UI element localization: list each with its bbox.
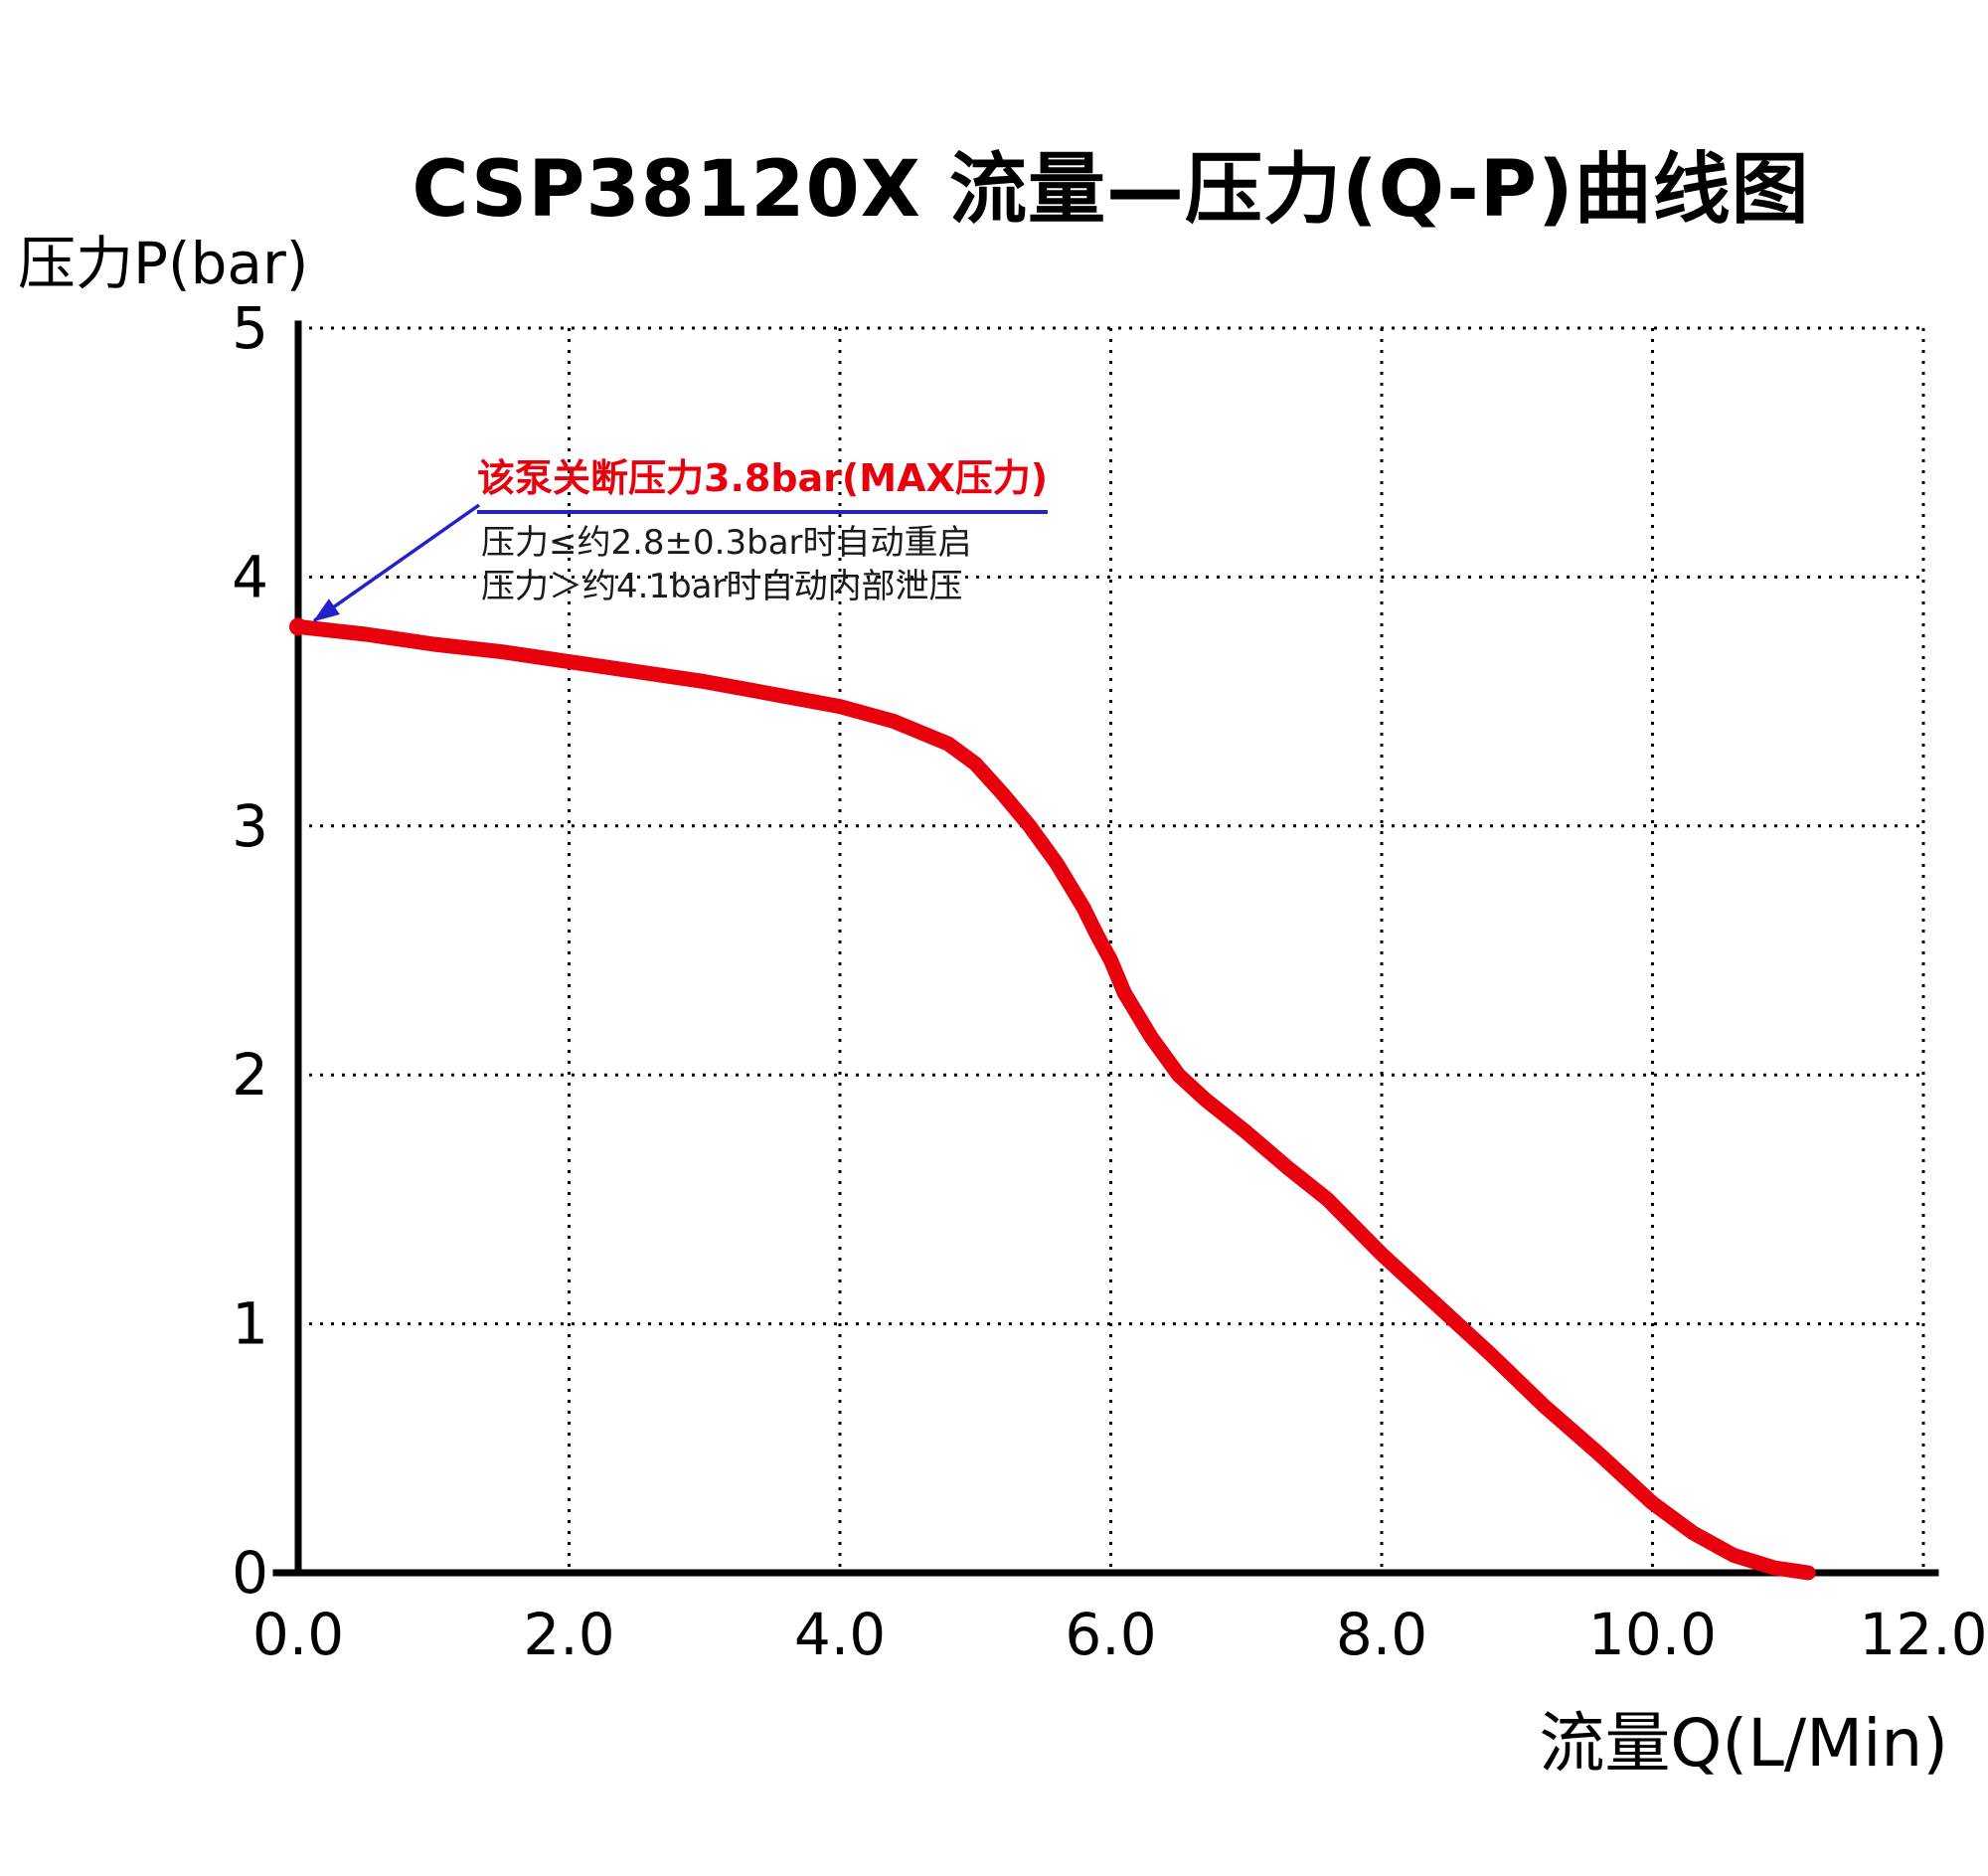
annotation-arrow	[312, 503, 481, 622]
svg-text:12.0: 12.0	[1859, 1601, 1987, 1668]
svg-text:6.0: 6.0	[1065, 1601, 1156, 1668]
svg-text:8.0: 8.0	[1336, 1601, 1427, 1668]
chart-title: CSP38120X 流量—压力(Q-P)曲线图	[412, 145, 1810, 235]
svg-text:5: 5	[232, 294, 268, 362]
y-tick-labels: 0 1 2 3 4 5	[232, 294, 268, 1607]
svg-text:2.0: 2.0	[523, 1601, 614, 1668]
axis-spines	[272, 320, 1939, 1577]
svg-text:0: 0	[232, 1539, 268, 1607]
y-axis-label: 压力P(bar)	[18, 230, 309, 297]
svg-text:4.0: 4.0	[794, 1601, 886, 1668]
svg-text:10.0: 10.0	[1588, 1601, 1717, 1668]
qp-curve	[290, 618, 1816, 1581]
svg-text:3: 3	[232, 792, 268, 860]
svg-text:1: 1	[232, 1290, 268, 1358]
annotation-relief-condition: 压力＞约4.1bar时自动内部泄压	[481, 567, 963, 606]
svg-text:0.0: 0.0	[252, 1601, 344, 1668]
svg-text:4: 4	[232, 543, 268, 610]
annotation-restart-condition: 压力≤约2.8±0.3bar时自动重启	[481, 523, 972, 563]
shutoff-point-marker	[289, 617, 307, 636]
x-tick-labels: 0.0 2.0 4.0 6.0 8.0 10.0 12.0	[252, 1601, 1988, 1668]
x-axis-label: 流量Q(L/Min)	[1539, 1705, 1948, 1782]
annotation-shutoff-pressure: 该泵关断压力3.8bar(MAX压力)	[477, 447, 1049, 514]
svg-text:2: 2	[232, 1041, 268, 1109]
